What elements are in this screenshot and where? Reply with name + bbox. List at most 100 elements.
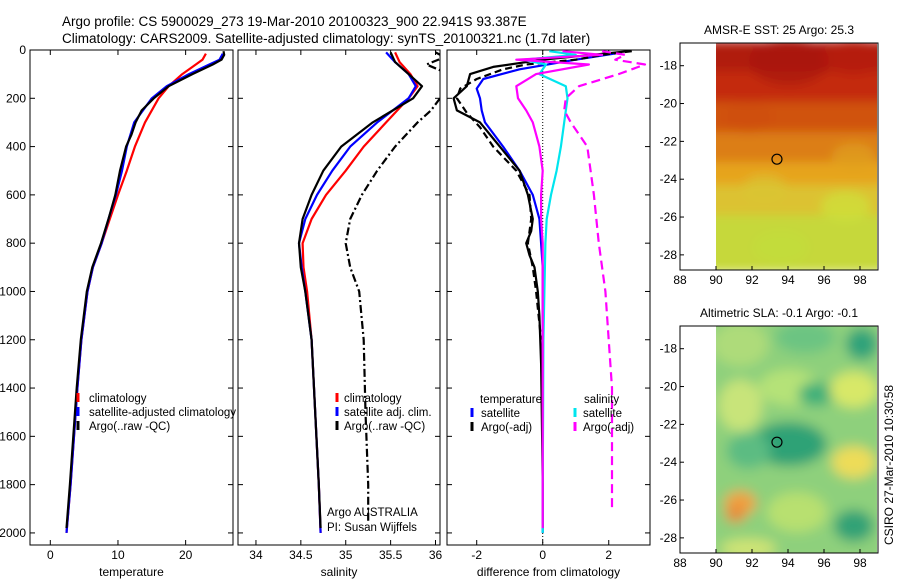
temperature-ytick-label: 1200	[0, 333, 26, 347]
sst-blob	[752, 230, 809, 265]
temperature-xtick-label: 10	[111, 548, 125, 562]
difference-xtick-label: 2	[605, 548, 612, 562]
sst-band	[716, 199, 877, 212]
salinity-xlabel: salinity	[321, 565, 358, 579]
salinity-annotation-line1: Argo AUSTRALIA	[327, 507, 418, 519]
difference-axes-frame	[446, 49, 651, 546]
sst-blob	[723, 102, 774, 133]
sst_map-panel: AMSR-E SST: 25 Argo: 25.3 88 90 92 94 96 98 -18…	[660, 23, 879, 287]
sla-blob	[725, 506, 746, 523]
sla-blob	[726, 432, 771, 469]
temperature-ytick-label: 1400	[0, 381, 26, 395]
sst-band	[716, 86, 877, 98]
sst-band	[716, 139, 877, 151]
sst-band	[716, 109, 877, 121]
sst_map-ytick-label: -20	[660, 97, 678, 111]
sla-blob	[775, 326, 836, 354]
temperature-legend-label: climatology	[89, 393, 147, 405]
temperature-series-line	[65, 50, 226, 529]
sla_map-xtick-label: 92	[745, 556, 759, 570]
sla-blob	[716, 326, 769, 367]
sst-band	[716, 146, 877, 159]
sla-blob	[798, 382, 835, 407]
difference-series-line	[455, 50, 632, 340]
sst-band	[716, 131, 877, 144]
sst-band	[716, 222, 877, 235]
sst_map-ytick-label: -28	[660, 248, 678, 262]
sst_map-ytick-label: -18	[660, 59, 678, 73]
sla_map-xtick-label: 96	[817, 556, 831, 570]
difference-series-line	[563, 50, 647, 509]
sla_map-xtick-label: 94	[781, 556, 795, 570]
sla-blob	[833, 509, 874, 542]
sst_map-xtick-label: 90	[709, 273, 723, 287]
sst-blob	[831, 143, 876, 170]
temperature-ytick-label: 1600	[0, 429, 26, 443]
difference-xtick-label: -2	[471, 548, 482, 562]
sst-band	[716, 93, 877, 106]
temperature-ytick-label: 0	[19, 43, 26, 57]
sst-band	[716, 215, 877, 227]
sla_map-title: Altimetric SLA: -0.1 Argo: -0.1	[700, 306, 858, 320]
sla_map-ytick-label: -18	[660, 342, 678, 356]
temperature-ytick-label: 2000	[0, 526, 26, 540]
sla-blob	[829, 371, 877, 408]
difference-legend-label: satellite	[481, 408, 520, 420]
sst-blob	[823, 43, 877, 75]
figure-title-line2: Climatology: CARS2009. Satellite-adjuste…	[62, 31, 590, 46]
sst_map-xtick-label: 92	[745, 273, 759, 287]
salinity-xtick-label: 35	[339, 548, 353, 562]
sst-band	[716, 177, 877, 189]
sst-blob	[748, 43, 829, 86]
salinity-xtick-label: 34	[249, 548, 263, 562]
sla_map-panel: Altimetric SLA: -0.1 Argo: -0.1 88 90 92 94 9…	[660, 306, 879, 570]
difference-series-line	[475, 51, 623, 533]
sla-blob	[845, 328, 877, 361]
sla_map-field	[716, 326, 877, 553]
sst-band	[716, 207, 877, 220]
difference-series-line	[521, 50, 577, 533]
sla-blob	[718, 379, 763, 432]
salinity-xtick-label: 34.5	[289, 548, 313, 562]
sla_map-field-blur	[716, 326, 877, 553]
temperature-xtick-label: 0	[47, 548, 54, 562]
temperature-ytick-label: 400	[6, 140, 26, 154]
sla_map-axes-frame	[679, 325, 879, 554]
salinity-series-line	[297, 51, 424, 529]
sla_map-ytick-label: -24	[660, 455, 678, 469]
sst_map-ytick-label: -26	[660, 210, 678, 224]
sst-band	[716, 154, 877, 167]
sla_map-ytick-label: -22	[660, 417, 678, 431]
sla_map-xtick-label: 98	[853, 556, 867, 570]
sst-blob	[820, 191, 871, 222]
sla_map-argo-marker	[771, 436, 783, 448]
salinity-legend-label: Argo(..raw -QC)	[344, 421, 425, 433]
temperature-xtick-label: 20	[179, 548, 193, 562]
sst_map-field	[716, 43, 877, 270]
temperature-xlabel: temperature	[99, 565, 164, 579]
temperature-ytick-label: 1800	[0, 478, 26, 492]
difference-legend-label: Argo(-adj)	[583, 422, 634, 434]
side-credit: CSIRO 27-Mar-2010 10:30:58	[882, 385, 896, 545]
difference-xtick-label: 0	[539, 548, 546, 562]
sst_map-argo-marker	[771, 153, 783, 165]
difference-series-line	[515, 50, 604, 529]
salinity-xtick-label: 36	[429, 548, 443, 562]
sst-band	[716, 101, 877, 114]
sst-band	[716, 192, 877, 204]
sst_map-ytick-label: -24	[660, 172, 678, 186]
sst-blob	[742, 175, 787, 202]
sst-band	[716, 184, 877, 197]
sla-blob	[767, 492, 827, 533]
difference-panel: -2 0 2 difference from climatology temperatu…	[446, 49, 651, 579]
difference-legend-label: satellite	[583, 408, 622, 420]
salinity-series-line	[344, 51, 440, 521]
sla-blob	[720, 538, 777, 553]
difference-xlabel: difference from climatology	[477, 565, 620, 579]
difference-legend-temperature-title: temperature	[480, 394, 542, 406]
salinity-legend-label: satellite adj. clim.	[344, 407, 432, 419]
sst_map-xtick-label: 94	[781, 273, 795, 287]
sst_map-ytick-label: -22	[660, 134, 678, 148]
salinity-xtick-label: 35.5	[379, 548, 403, 562]
